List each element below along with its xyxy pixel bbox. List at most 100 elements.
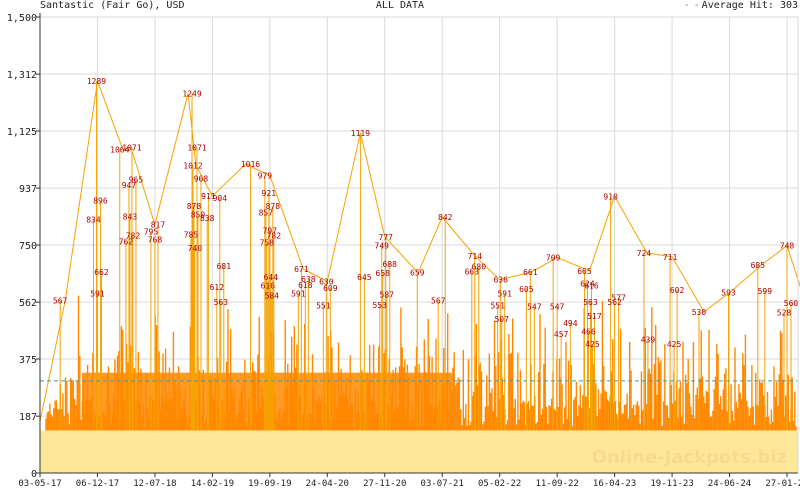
peak-value-label: 618 bbox=[298, 281, 313, 290]
y-tick-label: 1,312 bbox=[7, 70, 37, 81]
peak-value-label: 517 bbox=[587, 312, 602, 321]
peak-value-label: 591 bbox=[291, 289, 306, 298]
peak-value-label: 577 bbox=[611, 294, 626, 303]
peak-value-label: 896 bbox=[93, 197, 108, 206]
peak-value-label: 762 bbox=[119, 237, 134, 246]
peak-value-label: 636 bbox=[493, 276, 508, 285]
peak-value-label: 911 bbox=[201, 192, 216, 201]
peak-value-label: 624 bbox=[580, 279, 595, 288]
peak-value-label: 910 bbox=[603, 192, 618, 201]
data-spikes bbox=[39, 80, 800, 431]
x-tick-label: 14-02-19 bbox=[191, 479, 234, 489]
y-tick-label: 375 bbox=[19, 355, 37, 366]
x-tick-labels: 03-05-17 06-12-17 12-07-18 14-02-19 19-09-19… bbox=[18, 479, 800, 489]
peak-labels: 5671289896834591662106410719659477827628… bbox=[53, 77, 798, 349]
x-tick-label: 27-01-25 bbox=[765, 479, 800, 489]
peak-value-label: 878 bbox=[266, 202, 281, 211]
peak-value-label: 709 bbox=[546, 253, 561, 262]
peak-value-label: 663 bbox=[465, 267, 480, 276]
peak-value-label: 457 bbox=[554, 330, 569, 339]
peak-value-label: 599 bbox=[758, 287, 773, 296]
y-tick-label: 1,500 bbox=[7, 13, 37, 24]
peak-value-label: 850 bbox=[191, 211, 206, 220]
peak-value-label: 1071 bbox=[187, 143, 206, 152]
x-tick-label: 19-09-19 bbox=[248, 479, 291, 489]
peak-value-label: 530 bbox=[692, 308, 707, 317]
peak-value-label: 1071 bbox=[122, 143, 141, 152]
peak-value-label: 645 bbox=[357, 273, 372, 282]
peak-value-label: 425 bbox=[667, 340, 682, 349]
peak-value-label: 1064 bbox=[110, 146, 129, 155]
base-area bbox=[40, 430, 798, 473]
peak-value-label: 842 bbox=[438, 213, 453, 222]
peak-value-label: 748 bbox=[780, 242, 795, 251]
peak-value-label: 947 bbox=[122, 181, 137, 190]
peak-value-label: 551 bbox=[316, 301, 331, 310]
peak-value-label: 659 bbox=[410, 269, 425, 278]
peak-value-label: 425 bbox=[585, 340, 600, 349]
peak-value-label: 749 bbox=[375, 241, 390, 250]
y-tick-labels: 0 187 375 562 750 937 1,125 1,312 1,500 bbox=[7, 13, 37, 480]
peak-value-label: 758 bbox=[260, 239, 275, 248]
peak-value-label: 609 bbox=[323, 284, 338, 293]
x-tick-label: 24-04-20 bbox=[306, 479, 349, 489]
peak-value-label: 843 bbox=[123, 213, 138, 222]
peak-value-label: 644 bbox=[264, 273, 279, 282]
peak-value-label: 553 bbox=[373, 301, 388, 310]
x-tick-label: 24-06-24 bbox=[708, 479, 751, 489]
peak-value-label: 551 bbox=[490, 301, 505, 310]
y-tick-label: 937 bbox=[19, 184, 37, 195]
peak-value-label: 567 bbox=[53, 297, 68, 306]
peak-value-label: 494 bbox=[563, 319, 578, 328]
x-tick-label: 05-02-22 bbox=[478, 479, 521, 489]
peak-value-label: 688 bbox=[383, 260, 398, 269]
peak-value-label: 591 bbox=[90, 289, 105, 298]
peak-value-label: 593 bbox=[721, 289, 736, 298]
peak-value-label: 1012 bbox=[183, 161, 202, 170]
x-tick-label: 11-09-22 bbox=[535, 479, 578, 489]
peak-value-label: 587 bbox=[380, 291, 395, 300]
x-tick-label: 19-11-23 bbox=[650, 479, 693, 489]
chart-title: Santastic (Fair Go), USD bbox=[40, 0, 185, 11]
y-tick-label: 1,125 bbox=[7, 127, 37, 138]
peak-value-label: 507 bbox=[494, 315, 509, 324]
peak-value-label: 968 bbox=[194, 175, 209, 184]
peak-value-label: 795 bbox=[144, 227, 159, 236]
y-tick-label: 187 bbox=[19, 412, 37, 423]
peak-value-label: 602 bbox=[670, 286, 685, 295]
watermark: Online-Jackpots.biz bbox=[592, 447, 787, 468]
peak-value-label: 904 bbox=[213, 194, 228, 203]
peak-value-label: 562 bbox=[607, 298, 622, 307]
peak-value-label: 878 bbox=[187, 202, 202, 211]
peak-value-label: 584 bbox=[265, 291, 280, 300]
peak-value-label: 965 bbox=[129, 176, 144, 185]
axes bbox=[36, 13, 799, 477]
y-tick-label: 562 bbox=[19, 298, 37, 309]
x-tick-label: 16-04-23 bbox=[593, 479, 636, 489]
x-tick-label: 03-05-17 bbox=[18, 479, 61, 489]
x-tick-label: 03-07-21 bbox=[421, 479, 464, 489]
peak-value-label: 638 bbox=[301, 275, 316, 284]
x-tick-label: 12-07-18 bbox=[133, 479, 176, 489]
peak-value-label: 466 bbox=[581, 327, 596, 336]
peak-value-label: 665 bbox=[577, 267, 592, 276]
peak-value-label: 630 bbox=[319, 277, 334, 286]
average-line-swatch: - - bbox=[683, 0, 700, 11]
peak-value-label: 921 bbox=[262, 189, 277, 198]
peak-value-label: 591 bbox=[497, 289, 512, 298]
peak-value-label: 605 bbox=[519, 285, 534, 294]
peak-value-label: 528 bbox=[777, 308, 792, 317]
peak-value-label: 979 bbox=[258, 171, 273, 180]
peak-value-label: 685 bbox=[751, 261, 766, 270]
peak-value-label: 616 bbox=[261, 282, 276, 291]
peak-value-label: 681 bbox=[217, 262, 232, 271]
y-tick-label: 0 bbox=[31, 469, 37, 480]
peak-value-label: 547 bbox=[550, 303, 565, 312]
peak-value-label: 724 bbox=[637, 249, 652, 258]
base-fill bbox=[40, 430, 798, 473]
y-tick-label: 750 bbox=[19, 241, 37, 252]
peak-value-label: 782 bbox=[267, 231, 282, 240]
peak-value-label: 671 bbox=[294, 265, 309, 274]
peak-value-label: 563 bbox=[214, 298, 229, 307]
